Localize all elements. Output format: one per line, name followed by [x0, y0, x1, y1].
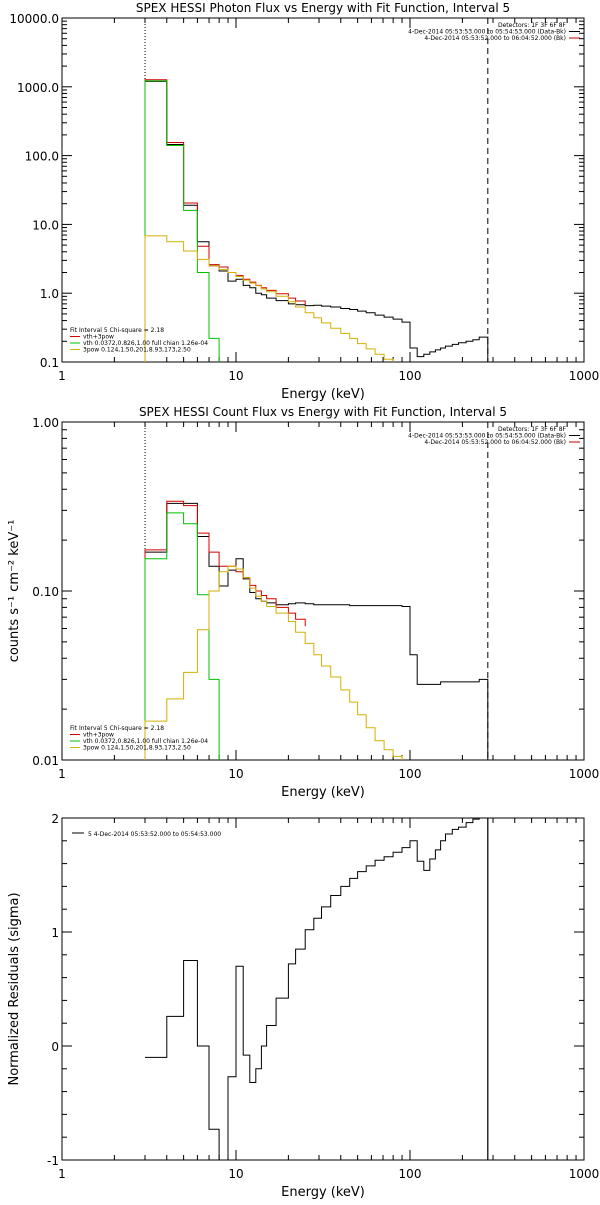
- x-tick-label: 1: [58, 369, 66, 383]
- y-tick-label: 1.0: [40, 287, 59, 301]
- series-3pow: [144, 235, 411, 362]
- y-tick-label: 0.01: [32, 754, 59, 768]
- legend-label: 4-Dec-2014 05:53:53.000 to 05:54:53.000 …: [408, 433, 566, 440]
- x-tick-label: 10: [228, 1167, 243, 1181]
- plot-frame: [61, 817, 585, 1161]
- y-tick-label: 1.00: [32, 416, 59, 430]
- fit-info-label: vth 0.0372,0.826,1.00 full chian 1.26e-0…: [83, 340, 208, 347]
- fit-info-label: vth 0.0372,0.826,1.00 full chian 1.26e-0…: [83, 738, 208, 745]
- plot-frame: [61, 17, 585, 363]
- series-vth: [144, 512, 220, 760]
- chart-title: SPEX HESSI Photon Flux vs Energy with Fi…: [136, 1, 510, 15]
- y-tick-label: 2: [51, 812, 59, 826]
- y-tick-label: 1000.0: [17, 81, 59, 95]
- legend-label: 4-Dec-2014 05:53:53.000 to 05:54:53.000 …: [408, 29, 566, 36]
- y-axis-label: counts s⁻¹ cm⁻² keV⁻¹: [7, 520, 22, 663]
- fit-info-label: 3pow 0.124,1.50,201,8.93,173,2.50: [83, 745, 191, 752]
- x-axis-label: Energy (keV): [281, 1185, 365, 1200]
- x-tick-label: 1000: [569, 1167, 600, 1181]
- series-5: [145, 818, 489, 1160]
- series-3pow: [144, 565, 411, 760]
- legend-label: 4-Dec-2014 05:53:52.000 to 06:04:52.000 …: [424, 439, 566, 446]
- y-tick-label: 100.0: [25, 150, 59, 164]
- x-tick-label: 10: [228, 369, 243, 383]
- y-tick-label: 0: [51, 1040, 59, 1054]
- x-axis-label: Energy (keV): [281, 785, 365, 800]
- series-vth-3pow: [144, 500, 306, 760]
- series-data-bk: [144, 502, 489, 760]
- series-vth-3pow: [144, 79, 306, 362]
- legend-label: 4-Dec-2014 05:53:52.000 to 06:04:52.000 …: [424, 35, 566, 42]
- x-tick-label: 1: [58, 1167, 66, 1181]
- y-tick-label: 0.10: [32, 585, 59, 599]
- chart-title: SPEX HESSI Count Flux vs Energy with Fit…: [139, 405, 507, 419]
- y-tick-label: 1: [51, 926, 59, 940]
- fit-info-label: vth+3pow: [83, 334, 114, 341]
- x-axis-label: Energy (keV): [281, 387, 365, 402]
- series-data-bk: [144, 80, 489, 362]
- x-tick-label: 100: [399, 369, 422, 383]
- x-tick-label: 100: [399, 767, 422, 781]
- x-tick-label: 100: [399, 1167, 422, 1181]
- x-tick-label: 10: [228, 767, 243, 781]
- fit-info-label: Fit Interval 5 Chi-square = 2.18: [70, 725, 164, 732]
- y-axis-label: Normalized Residuals (sigma): [7, 892, 22, 1085]
- fit-info-label: 3pow 0.124,1.50,201,8.93,173,2.50: [83, 347, 191, 354]
- plot-frame: [61, 421, 585, 761]
- y-tick-label: -1: [47, 1154, 59, 1168]
- y-tick-label: 10.0: [32, 218, 59, 232]
- x-tick-label: 1000: [569, 767, 600, 781]
- series-vth: [144, 80, 229, 362]
- x-tick-label: 1000: [569, 369, 600, 383]
- legend-label: Detectors: 1F 3F 6F 8F: [498, 22, 567, 29]
- y-tick-label: 0.1: [40, 356, 59, 370]
- y-tick-label: 10000.0: [9, 12, 59, 26]
- fit-info-label: vth+3pow: [83, 732, 114, 739]
- fit-info-label: Fit Interval 5 Chi-square = 2.18: [70, 327, 164, 334]
- legend-label: 5 4-Dec-2014 05:53:52.000 to 05:54:53.00…: [88, 831, 221, 838]
- x-tick-label: 1: [58, 767, 66, 781]
- legend-label: Detectors: 1F 3F 6F 8F: [498, 426, 567, 433]
